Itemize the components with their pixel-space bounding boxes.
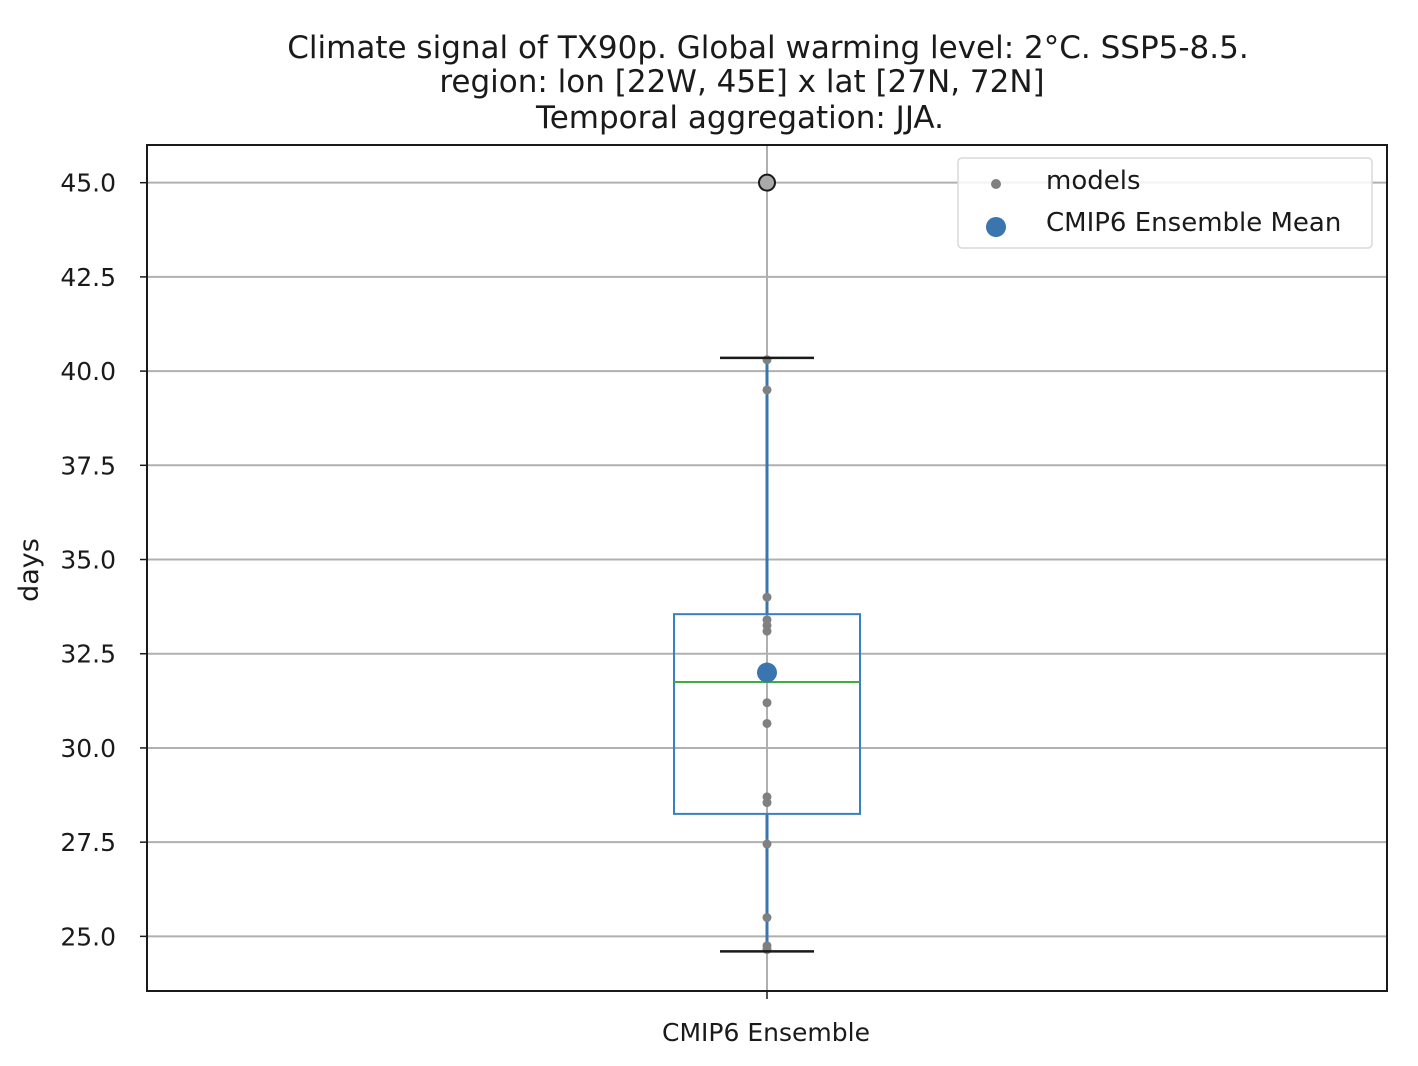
y-tick-label: 40.0: [60, 357, 116, 386]
chart-title: Climate signal of TX90p. Global warming …: [287, 30, 1248, 136]
y-tick-label: 37.5: [60, 451, 116, 480]
model-point: [762, 592, 772, 602]
legend: models CMIP6 Ensemble Mean: [957, 157, 1373, 249]
box-iqr: [673, 613, 861, 815]
model-point: [762, 698, 772, 708]
y-tick-label: 32.5: [60, 640, 116, 669]
legend-marker-ensemble-mean: [986, 217, 1006, 237]
y-tick-label: 35.0: [60, 546, 116, 575]
model-point: [762, 913, 772, 923]
title-line-2: region: lon [22W, 45E] x lat [27N, 72N]: [439, 64, 1044, 100]
y-tick-label: 27.5: [60, 828, 116, 857]
legend-label-models: models: [1046, 166, 1141, 196]
y-axis-label: days: [14, 538, 45, 602]
legend-marker-models: [991, 179, 1001, 189]
outlier-point: [758, 173, 776, 192]
plot-area: [673, 173, 861, 955]
model-point: [762, 945, 772, 955]
ensemble-mean-point: [757, 662, 777, 683]
model-point: [762, 355, 772, 365]
model-point: [762, 718, 772, 728]
x-tick-label: CMIP6 Ensemble: [662, 1018, 870, 1047]
y-tick-label: 42.5: [60, 263, 116, 292]
axes: 25.0 27.5 30.0 32.5 35.0 37.5 40.0 42.5 45.0 CMIP…: [60, 144, 1388, 1047]
y-tick-label: 45.0: [60, 169, 116, 198]
y-tick-label: 30.0: [60, 734, 116, 763]
model-point: [762, 385, 772, 395]
legend-frame: [957, 157, 1373, 249]
model-point: [762, 626, 772, 636]
title-line-1: Climate signal of TX90p. Global warming …: [287, 30, 1248, 66]
legend-label-ensemble-mean: CMIP6 Ensemble Mean: [1046, 208, 1341, 238]
title-line-3: Temporal aggregation: JJA.: [535, 100, 944, 136]
y-tick-label: 25.0: [60, 922, 116, 951]
model-point: [762, 798, 772, 808]
model-point: [762, 839, 772, 849]
